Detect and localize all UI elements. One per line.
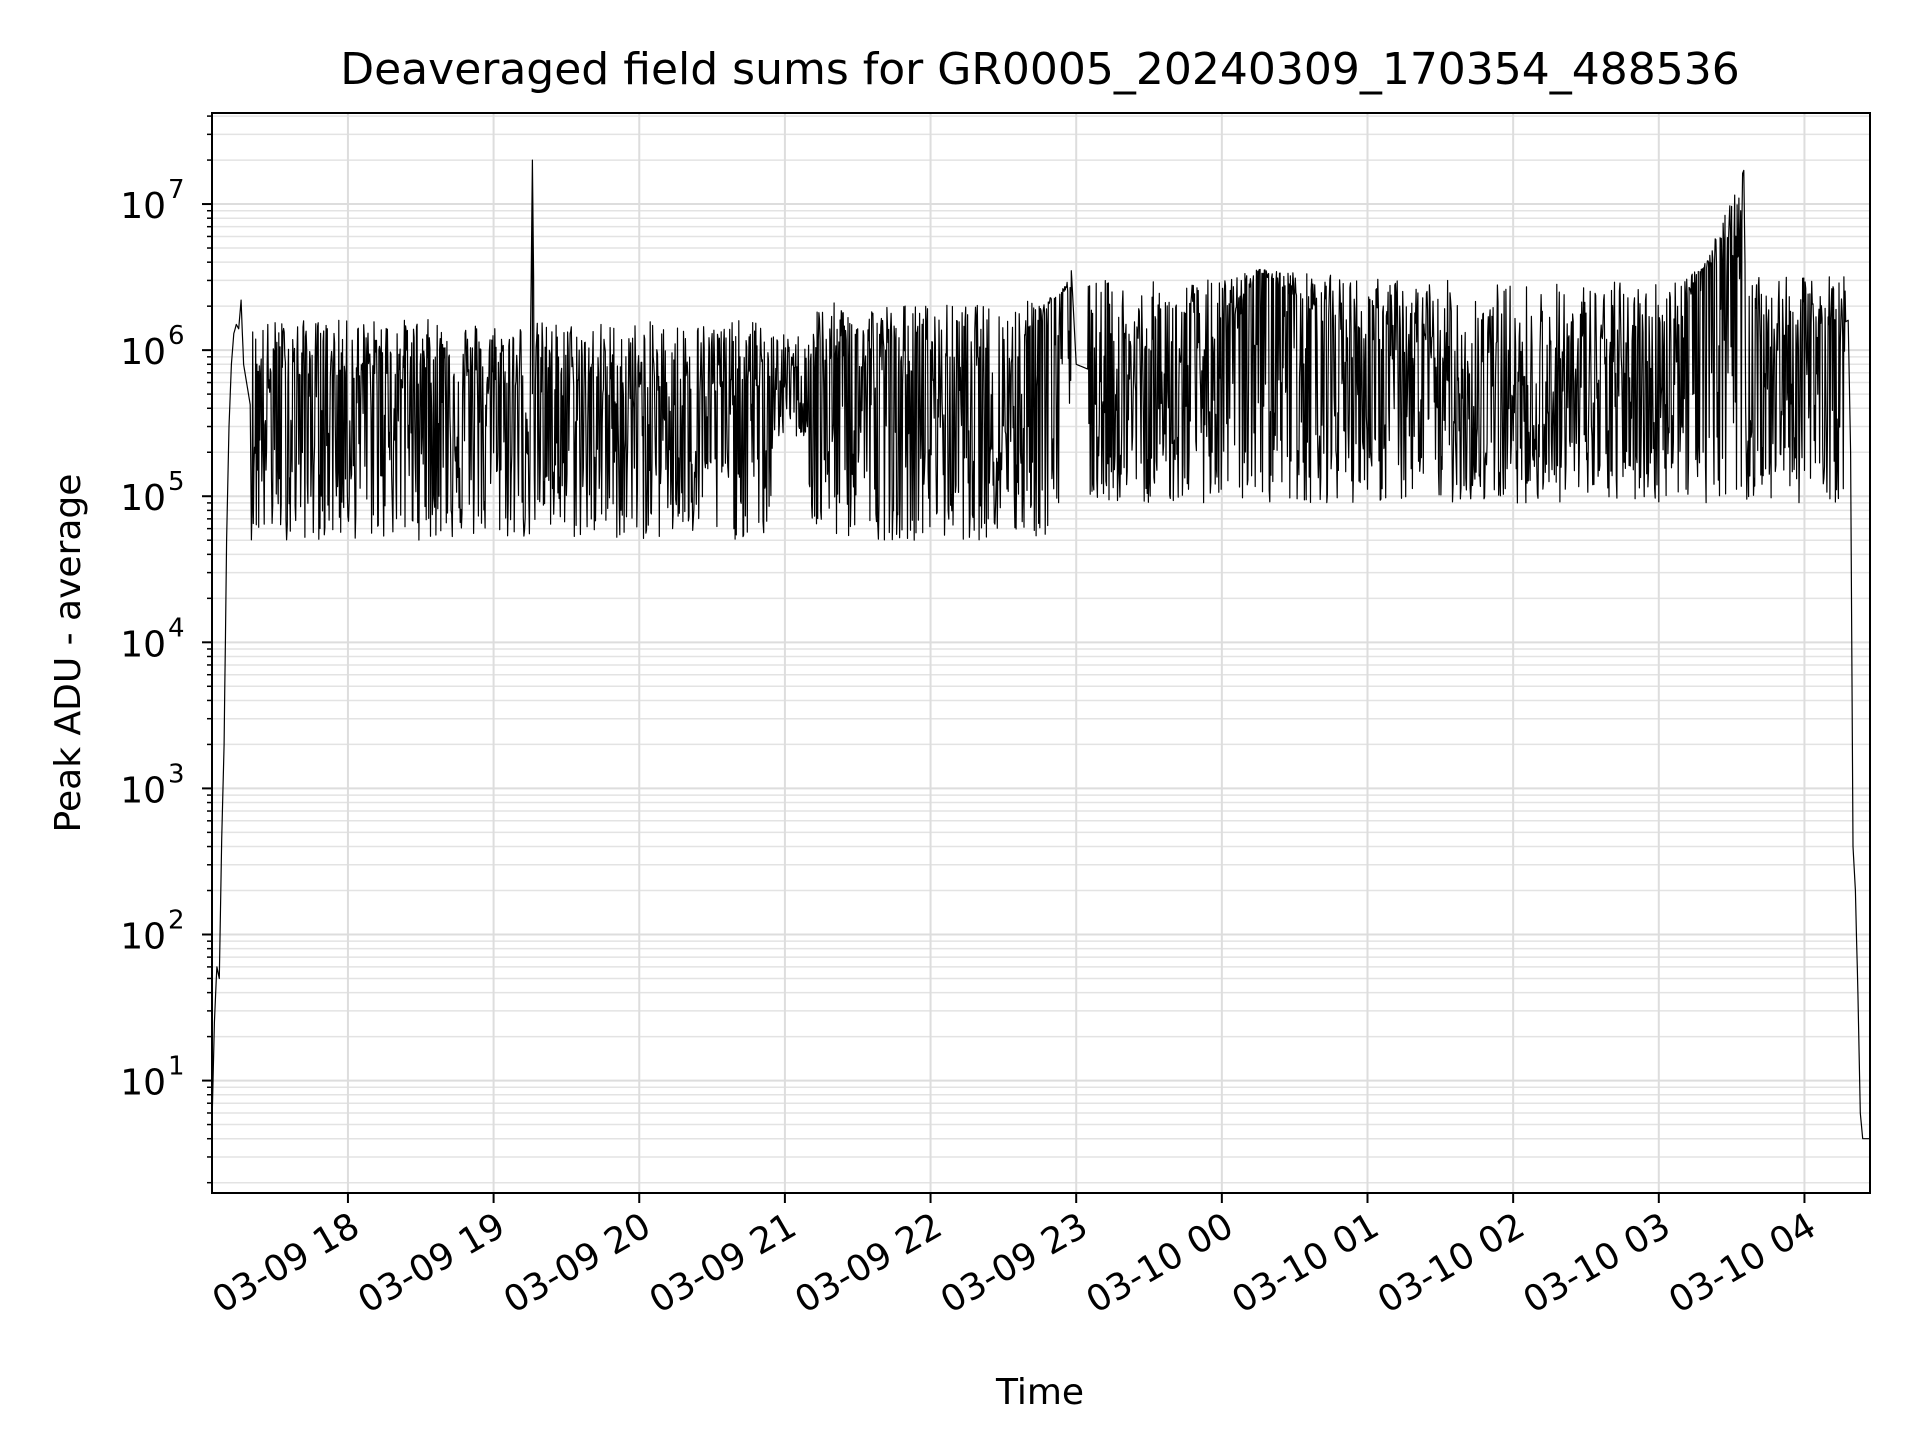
y-tick-label: 10 — [120, 770, 166, 811]
y-tick-label: 10 — [120, 186, 166, 227]
axes-frame — [211, 112, 1871, 1194]
x-tick-label: 03-10 01 — [1225, 1205, 1386, 1321]
x-tick-label: 03-10 03 — [1517, 1205, 1678, 1321]
grid-lines — [212, 113, 1870, 1193]
x-tick-label: 03-10 00 — [1080, 1205, 1241, 1321]
y-tick-label: 10 — [120, 624, 166, 665]
x-tick-label: 03-09 18 — [206, 1205, 367, 1321]
y-tick-label-exponent: 2 — [168, 905, 185, 935]
series-line — [211, 159, 1870, 1140]
y-tick-label-exponent: 3 — [168, 759, 185, 789]
x-tick-label: 03-10 02 — [1371, 1205, 1532, 1321]
x-tick-label: 03-10 04 — [1662, 1205, 1823, 1321]
y-axis-label: Peak ADU - average — [48, 474, 89, 833]
plot-area — [211, 159, 1870, 1140]
x-tick-label: 03-09 20 — [497, 1205, 658, 1321]
y-tick-label: 10 — [120, 478, 166, 519]
y-tick-label-exponent: 4 — [168, 613, 185, 643]
x-tick-label: 03-09 23 — [934, 1205, 1095, 1321]
x-axis-label: Time — [995, 1372, 1084, 1413]
x-tick-label: 03-09 21 — [643, 1205, 804, 1321]
y-tick-label: 10 — [120, 332, 166, 373]
y-tick-label-exponent: 6 — [168, 321, 185, 351]
y-tick-label: 10 — [120, 1063, 166, 1104]
y-tick-label: 10 — [120, 916, 166, 957]
y-tick-label-exponent: 7 — [168, 175, 185, 205]
y-tick-label-exponent: 1 — [168, 1052, 185, 1082]
x-tick-label: 03-09 22 — [788, 1205, 949, 1321]
x-tick-label: 03-09 19 — [351, 1205, 512, 1321]
chart-title: Deaveraged field sums for GR0005_2024030… — [340, 44, 1740, 95]
y-tick-label-exponent: 5 — [168, 467, 185, 497]
